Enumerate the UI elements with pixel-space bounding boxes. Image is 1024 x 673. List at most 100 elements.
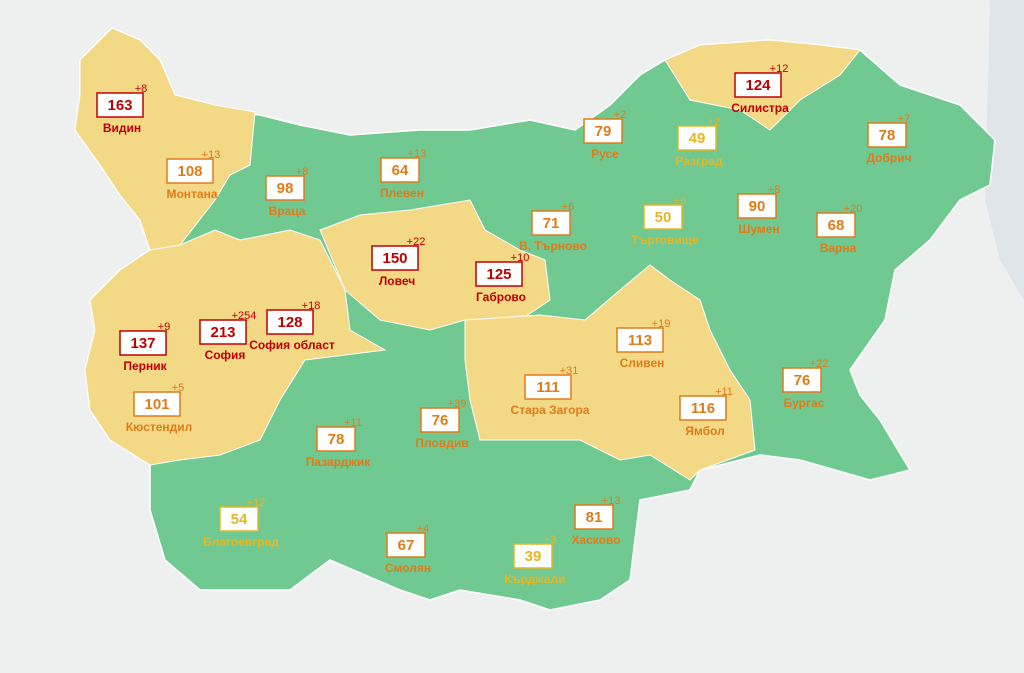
region-name: Търговище	[631, 233, 698, 247]
region-name: София	[205, 348, 246, 362]
region-name: Бургас	[784, 396, 825, 410]
region-name: Монтана	[166, 187, 217, 201]
change: +19	[652, 318, 671, 330]
change: +18	[302, 300, 321, 312]
value-box	[386, 532, 426, 558]
change: +2	[614, 109, 627, 121]
value-box	[524, 374, 572, 400]
value: 50	[655, 209, 672, 226]
change: +5	[172, 382, 185, 394]
region-name: Видин	[103, 121, 141, 135]
change: +39	[448, 398, 467, 410]
value-box	[380, 157, 420, 183]
value: 163	[107, 97, 132, 114]
value: 113	[628, 332, 652, 349]
value: 128	[277, 314, 302, 331]
region-name: В. Търново	[519, 239, 587, 253]
region-name: Благоевград	[203, 535, 279, 549]
value-box	[574, 504, 614, 530]
change: +9	[158, 321, 171, 333]
value: 39	[525, 548, 542, 565]
region-name: Пловдив	[415, 436, 468, 450]
value: 67	[398, 537, 415, 554]
change: +8	[296, 166, 309, 178]
change: +11	[344, 417, 362, 429]
region-name: Добрич	[866, 151, 911, 165]
value-box	[371, 245, 419, 271]
region-name: Перник	[123, 359, 167, 373]
value-box	[737, 193, 777, 219]
change: +3	[544, 534, 557, 546]
value-box	[166, 158, 214, 184]
change: +6	[562, 201, 575, 213]
value-box	[119, 330, 167, 356]
change: +2	[708, 116, 721, 128]
value-box	[679, 395, 727, 421]
value-box	[265, 175, 305, 201]
region-name: Ловеч	[379, 274, 415, 288]
value-box	[513, 543, 553, 569]
value-box	[96, 92, 144, 118]
region-name: Стара Загора	[511, 403, 590, 417]
value-box	[420, 407, 460, 433]
change: +11	[715, 386, 733, 398]
change: +12	[247, 497, 266, 509]
value: 116	[691, 400, 715, 417]
value: 76	[794, 372, 811, 389]
value-box	[867, 122, 907, 148]
change: +13	[202, 149, 221, 161]
region-name: София област	[249, 338, 335, 352]
value-box	[677, 125, 717, 151]
change: +10	[511, 252, 530, 264]
value-box	[133, 391, 181, 417]
region-name: Хасково	[571, 533, 620, 547]
region-name: Пазарджик	[306, 455, 371, 469]
change: +31	[560, 365, 579, 377]
change: +22	[810, 358, 829, 370]
region-name: Сливен	[620, 356, 665, 370]
region-name: Ямбол	[685, 424, 724, 438]
value-box	[531, 210, 571, 236]
value: 124	[745, 77, 771, 94]
value-box	[266, 309, 314, 335]
value: 76	[432, 412, 449, 429]
region-name: Шумен	[738, 222, 779, 236]
change: +4	[417, 523, 430, 535]
sea	[985, 0, 1024, 300]
region-name: Габрово	[476, 290, 526, 304]
value: 81	[586, 509, 603, 526]
value: 150	[382, 250, 407, 267]
region-name: Русе	[591, 147, 619, 161]
value-box	[616, 327, 664, 353]
value: 213	[210, 324, 235, 341]
value: 79	[595, 123, 612, 140]
value: 111	[536, 379, 559, 396]
region-name: Варна	[820, 241, 857, 255]
value: 125	[486, 266, 511, 283]
value-box	[475, 261, 523, 287]
value-box	[316, 426, 356, 452]
region-name: Враца	[269, 204, 306, 218]
region-name: Кюстендил	[126, 420, 193, 434]
value: 137	[130, 335, 155, 352]
value: 49	[689, 130, 706, 147]
value-box	[734, 72, 782, 98]
value: 68	[828, 217, 845, 234]
value-box	[643, 204, 683, 230]
region-name: Смолян	[385, 561, 431, 575]
change: +254	[232, 310, 257, 322]
change: +20	[844, 203, 863, 215]
value: 54	[231, 511, 248, 528]
region-name: Плевен	[380, 186, 424, 200]
value: 90	[749, 198, 766, 215]
region-area	[319, 199, 551, 331]
region-name: Кърджали	[504, 572, 565, 586]
value: 78	[328, 431, 345, 448]
change: +6	[674, 195, 687, 207]
region-area	[464, 264, 756, 481]
value-box	[782, 367, 822, 393]
region-name: Силистра	[731, 101, 789, 115]
value: 98	[277, 180, 294, 197]
change: +8	[135, 83, 148, 95]
